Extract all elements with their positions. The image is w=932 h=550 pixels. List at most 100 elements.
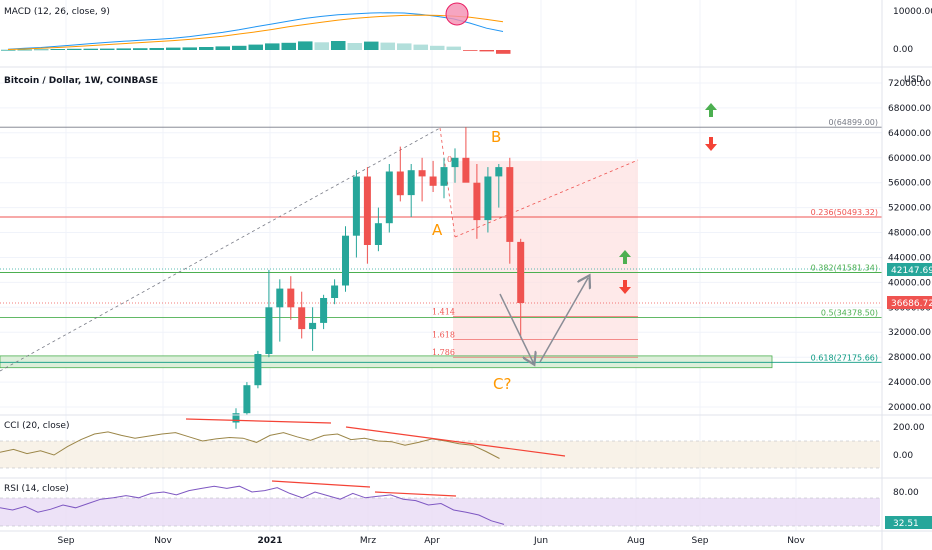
fib-extension-box bbox=[453, 160, 638, 362]
rsi-title: RSI (14, close) bbox=[4, 484, 69, 494]
macd-bar bbox=[1, 49, 16, 51]
fib-level-label: 0.618(27175.66) bbox=[811, 353, 878, 362]
price-tick: 24000.00 bbox=[888, 378, 931, 388]
projection-arrow-down bbox=[499, 293, 533, 362]
macd-bar bbox=[100, 48, 115, 50]
candle bbox=[276, 279, 284, 342]
main-title: Bitcoin / Dollar, 1W, COINBASE bbox=[4, 76, 158, 86]
macd-bar bbox=[430, 45, 445, 50]
candle bbox=[265, 269, 273, 358]
price-tick: 40000.00 bbox=[888, 278, 931, 288]
candle bbox=[374, 207, 382, 252]
cci-band bbox=[0, 441, 880, 468]
ext-level-label: 1.786 bbox=[432, 348, 455, 357]
time-tick: Nov bbox=[787, 536, 805, 546]
macd-bar bbox=[199, 47, 214, 50]
macd-signal-line bbox=[7, 14, 504, 50]
macd-bar bbox=[463, 50, 478, 51]
macd-bar bbox=[314, 42, 329, 50]
time-tick: Sep bbox=[58, 536, 75, 546]
price-axis[interactable]: 72000.00 68000.00 64000.00 60000.00 56000.00… bbox=[888, 79, 931, 413]
macd-histogram bbox=[1, 41, 511, 54]
fib-level-label: 0(64899.00) bbox=[828, 118, 878, 127]
projection-arrow-up bbox=[539, 278, 588, 363]
fib-level-label: 0.5(34378.50) bbox=[821, 308, 878, 317]
macd-bar bbox=[83, 48, 98, 50]
currency-label: USD bbox=[904, 75, 923, 85]
time-tick: Mrz bbox=[360, 536, 376, 546]
price-tick: 52000.00 bbox=[888, 204, 931, 214]
macd-bar bbox=[182, 47, 197, 50]
macd-bar bbox=[331, 41, 346, 50]
ext-level-label: 1.414 bbox=[432, 308, 455, 317]
candle bbox=[363, 167, 371, 264]
price-pane[interactable]: Bitcoin / Dollar, 1W, COINBASE USD 0(648… bbox=[0, 75, 932, 429]
price-tick: 44000.00 bbox=[888, 254, 931, 264]
candle bbox=[484, 167, 492, 233]
candle bbox=[287, 276, 295, 320]
candle bbox=[320, 294, 328, 330]
last-price-value: 42147.69 bbox=[891, 266, 932, 276]
rsi-line bbox=[0, 485, 505, 525]
rsi-value-tag bbox=[885, 516, 932, 529]
candle bbox=[517, 238, 525, 339]
macd-bar bbox=[446, 46, 461, 50]
fib-level-label: 0.236(50493.32) bbox=[811, 208, 878, 217]
time-tick: Apr bbox=[424, 536, 440, 546]
candle bbox=[243, 382, 251, 415]
price-tick: 60000.00 bbox=[888, 154, 931, 164]
time-tick: Jun bbox=[533, 536, 548, 546]
price-tick: 20000.00 bbox=[888, 403, 931, 413]
macd-bar bbox=[17, 49, 32, 51]
candle bbox=[298, 291, 306, 339]
cci-divergence-line-1 bbox=[185, 418, 332, 424]
candle bbox=[506, 157, 514, 264]
last-price-tag: 42147.69 bbox=[887, 263, 932, 276]
macd-bar bbox=[116, 48, 131, 50]
rsi-pane[interactable]: RSI (14, close) 80.00 32.51 bbox=[0, 480, 932, 529]
macd-cross-highlight bbox=[445, 2, 469, 26]
wave-label-a: A bbox=[432, 221, 443, 239]
cci-tick-0: 0.00 bbox=[893, 451, 913, 461]
green-up-arrow-icon-2 bbox=[619, 250, 631, 264]
wave-label-b: B bbox=[491, 128, 501, 146]
candle bbox=[473, 164, 481, 239]
macd-title: MACD (12, 26, close, 9) bbox=[4, 7, 110, 17]
red-down-arrow-icon-2 bbox=[619, 280, 631, 294]
candle bbox=[396, 146, 404, 202]
cci-pane[interactable]: CCI (20, close) 200.00 0.00 bbox=[0, 418, 925, 469]
macd-bar bbox=[133, 48, 148, 50]
macd-pane[interactable]: MACD (12, 26, close, 9) 10000.00 0.00 bbox=[1, 2, 932, 55]
price-tick: 48000.00 bbox=[888, 229, 931, 239]
candle bbox=[309, 307, 317, 351]
time-tick: Aug bbox=[627, 536, 645, 546]
mark-price-value: 36686.72 bbox=[891, 299, 932, 309]
candle bbox=[352, 170, 360, 258]
price-tick: 72000.00 bbox=[888, 79, 931, 89]
fib-levels: 0(64899.00) 0.236(50493.32) 0.382(41581.34… bbox=[0, 118, 882, 363]
time-tick: Sep bbox=[692, 536, 709, 546]
fib-level-label: 0.382(41581.34) bbox=[811, 264, 878, 273]
price-tick: 64000.00 bbox=[888, 129, 931, 139]
macd-bar bbox=[364, 41, 379, 50]
price-tick: 28000.00 bbox=[888, 353, 931, 363]
candle bbox=[451, 148, 459, 183]
macd-bar bbox=[413, 44, 428, 50]
macd-bar bbox=[347, 43, 362, 50]
candle bbox=[407, 164, 415, 217]
macd-tick-1: 10000.00 bbox=[893, 7, 932, 17]
macd-bar bbox=[50, 49, 65, 50]
candle bbox=[462, 127, 470, 183]
macd-line bbox=[7, 12, 504, 50]
ext-level-label: 1.618 bbox=[432, 331, 455, 340]
price-tick: 56000.00 bbox=[888, 179, 931, 189]
fib-extension-levels: 0 1.414 1.618 1.786 bbox=[432, 155, 638, 358]
candle bbox=[331, 279, 339, 305]
time-axis[interactable]: Sep Nov 2021 Mrz Apr Jun Aug Sep Nov bbox=[58, 536, 806, 546]
support-zone bbox=[0, 355, 773, 369]
price-tick: 32000.00 bbox=[888, 328, 931, 338]
price-tick: 68000.00 bbox=[888, 104, 931, 114]
candle bbox=[418, 157, 426, 202]
candle bbox=[495, 164, 503, 208]
